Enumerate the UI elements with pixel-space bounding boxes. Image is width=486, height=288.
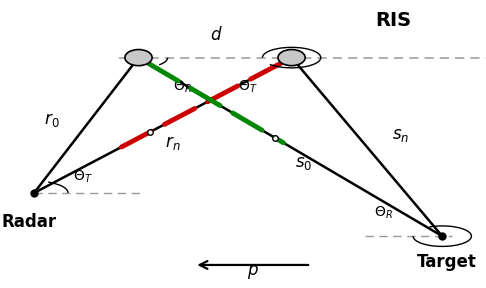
Text: $\Theta_R$: $\Theta_R$ [173, 78, 191, 94]
Text: $\Theta_T$: $\Theta_T$ [238, 78, 258, 94]
Text: s$_0$: s$_0$ [295, 154, 312, 173]
Circle shape [278, 50, 305, 66]
Text: $\Theta_R$: $\Theta_R$ [375, 205, 393, 221]
Text: $\Theta_T$: $\Theta_T$ [73, 169, 92, 185]
Text: RIS: RIS [376, 11, 412, 30]
Text: s$_n$: s$_n$ [392, 126, 410, 144]
Text: Target: Target [417, 253, 477, 271]
Text: Radar: Radar [1, 213, 57, 231]
Text: p: p [247, 262, 258, 279]
Text: r$_0$: r$_0$ [44, 111, 60, 128]
Text: d: d [210, 26, 220, 43]
Text: r$_n$: r$_n$ [165, 134, 181, 152]
Circle shape [125, 50, 152, 66]
